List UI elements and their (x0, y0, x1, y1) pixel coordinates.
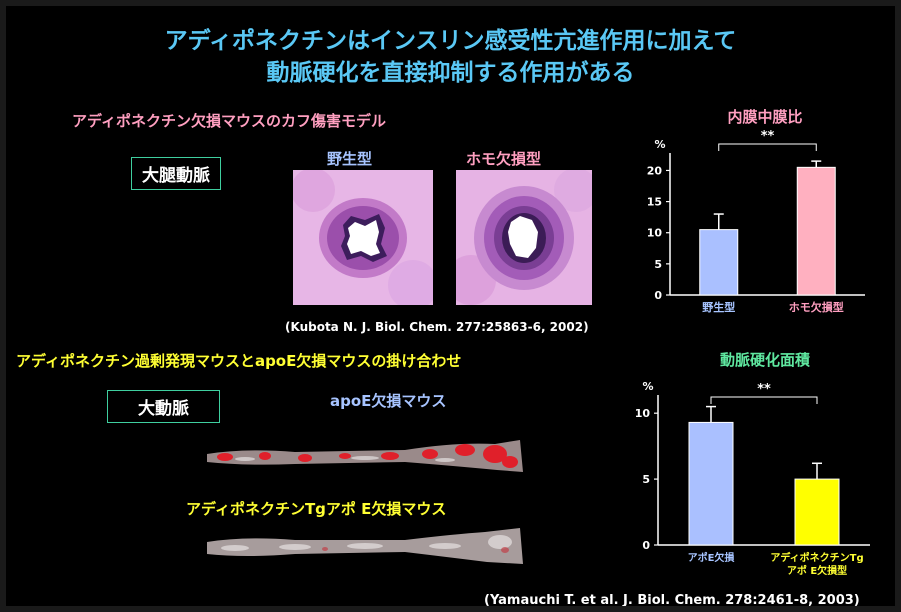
y-tick-label: 5 (654, 258, 662, 271)
y-axis-label: % (654, 138, 665, 151)
y-tick-label: 10 (635, 407, 651, 420)
bottom-image-label-apoe: apoE欠損マウス (330, 392, 447, 410)
category-label: アポ E欠損型 (787, 564, 847, 577)
aorta-image-tg-apoe-ko (205, 522, 525, 572)
y-tick-label: 0 (642, 539, 650, 552)
slide-title-line2: 動脈硬化を直接抑制する作用がある (266, 60, 635, 86)
chart-atherosclerosis-area: 動脈硬化面積 % 0 5 10 アポE欠損 アディポネクチンTgアポ E欠損型 ** (635, 351, 870, 577)
histology-image-knockout (456, 170, 592, 305)
bar (688, 421, 734, 546)
chart1-title: 内膜中膜比 (727, 108, 802, 126)
y-tick-label: 10 (647, 227, 663, 240)
category-label: ホモ欠損型 (789, 300, 844, 314)
y-tick-label: 0 (654, 289, 662, 302)
category-label: 野生型 (702, 300, 735, 314)
top-image-label-wt: 野生型 (327, 150, 373, 168)
slide-title-line1: アディポネクチンはインスリン感受性亢進作用に加えて (164, 28, 737, 54)
y-tick-label: 5 (642, 473, 650, 486)
y-tick-label: 15 (647, 196, 662, 209)
top-box-label: 大腿動脈 (131, 157, 221, 190)
chart-intima-media-ratio: 内膜中膜比 % 0 5 10 15 20 野生型 ホモ欠損型 ** (647, 108, 865, 314)
bar (796, 166, 836, 296)
significance-bracket (710, 396, 818, 404)
category-label: アディポネクチンTg (770, 551, 863, 564)
y-tick-label: 20 (647, 164, 663, 177)
significance-bracket (718, 143, 817, 151)
bottom-box-label: 大動脈 (107, 390, 220, 423)
chart2-title: 動脈硬化面積 (720, 351, 811, 369)
significance-label: ** (757, 382, 771, 397)
bottom-image-label-tg: アディポネクチンTgアポ E欠損マウス (186, 500, 447, 518)
bar (794, 478, 840, 546)
significance-label: ** (761, 129, 775, 144)
top-image-label-ko: ホモ欠損型 (466, 150, 542, 168)
top-citation: (Kubota N. J. Biol. Chem. 277:25863-6, 2… (285, 320, 589, 334)
bar (699, 229, 739, 296)
category-label: アポE欠損 (688, 551, 736, 564)
bottom-citation: (Yamauchi T. et al. J. Biol. Chem. 278:2… (484, 593, 860, 608)
histology-image-wild-type (293, 170, 433, 305)
y-axis-label: % (642, 380, 653, 393)
bottom-section-title: アディポネクチン過剰発現マウスとapoE欠損マウスの掛け合わせ (16, 352, 462, 370)
top-section-title: アディポネクチン欠損マウスのカフ傷害モデル (72, 112, 386, 130)
aorta-image-apoe-ko (205, 432, 525, 480)
